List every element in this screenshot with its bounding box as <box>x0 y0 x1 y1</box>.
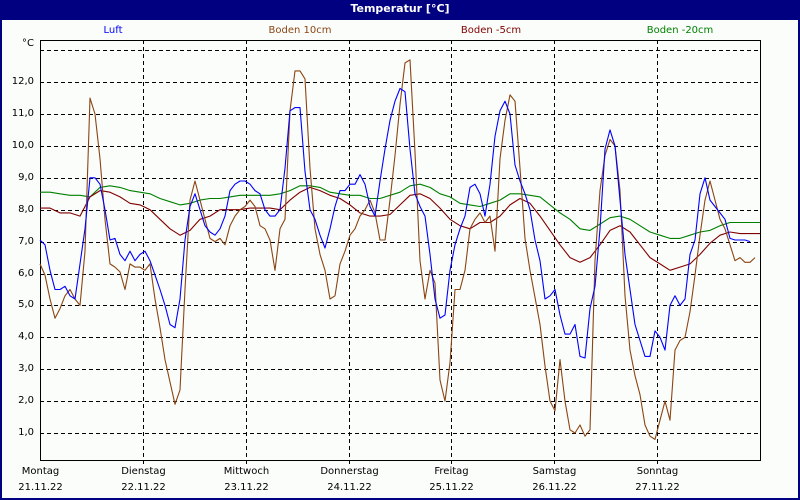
y-axis-unit: °C <box>22 38 34 49</box>
x-tick-date: 21.11.22 <box>18 482 63 493</box>
legend-boden-20cm: Boden -20cm <box>646 25 714 36</box>
x-tick-day: Montag <box>21 466 60 477</box>
x-tick-day: Samstag <box>532 466 577 477</box>
plot-frame <box>40 40 761 461</box>
x-tick-day: Dienstag <box>121 466 166 477</box>
chart-title: Temperatur [°C] <box>0 0 800 20</box>
series-line-boden-5cm <box>40 186 760 271</box>
x-tick-date: 26.11.22 <box>532 482 577 493</box>
legend-boden-5cm: Boden -5cm <box>460 25 522 36</box>
y-tick-label: 6,0 <box>18 267 34 279</box>
y-tick-label: 2,0 <box>18 394 34 406</box>
y-tick-label: 1,0 <box>18 426 34 438</box>
series-line-boden-20cm <box>40 183 760 239</box>
y-tick-label: 5,0 <box>18 298 34 310</box>
y-tick-label: 7,0 <box>18 235 34 247</box>
x-tick-day: Sonntag <box>636 466 679 477</box>
y-tick-label: 8,0 <box>18 203 34 215</box>
y-tick-label: 3,0 <box>18 362 34 374</box>
series-line-boden-10cm <box>39 59 756 440</box>
y-tick-label: 9,0 <box>18 171 34 183</box>
legend-boden-10cm: Boden 10cm <box>268 25 332 36</box>
x-tick-date: 27.11.22 <box>635 482 680 493</box>
x-tick-date: 23.11.22 <box>224 482 269 493</box>
y-tick-label: 12,0 <box>11 75 34 87</box>
series-line-luft <box>39 87 751 359</box>
x-tick-date: 22.11.22 <box>121 482 166 493</box>
legend-luft: Luft <box>103 25 123 36</box>
x-tick-date: 24.11.22 <box>327 482 372 493</box>
x-tick-date: 25.11.22 <box>429 482 474 493</box>
x-tick-day: Mittwoch <box>223 466 270 477</box>
y-tick-label: 11,0 <box>11 107 34 119</box>
y-tick-label: 10,0 <box>11 139 34 151</box>
x-tick-day: Freitag <box>434 466 469 477</box>
y-tick-label: 4,0 <box>18 330 34 342</box>
x-tick-day: Donnerstag <box>320 466 379 477</box>
